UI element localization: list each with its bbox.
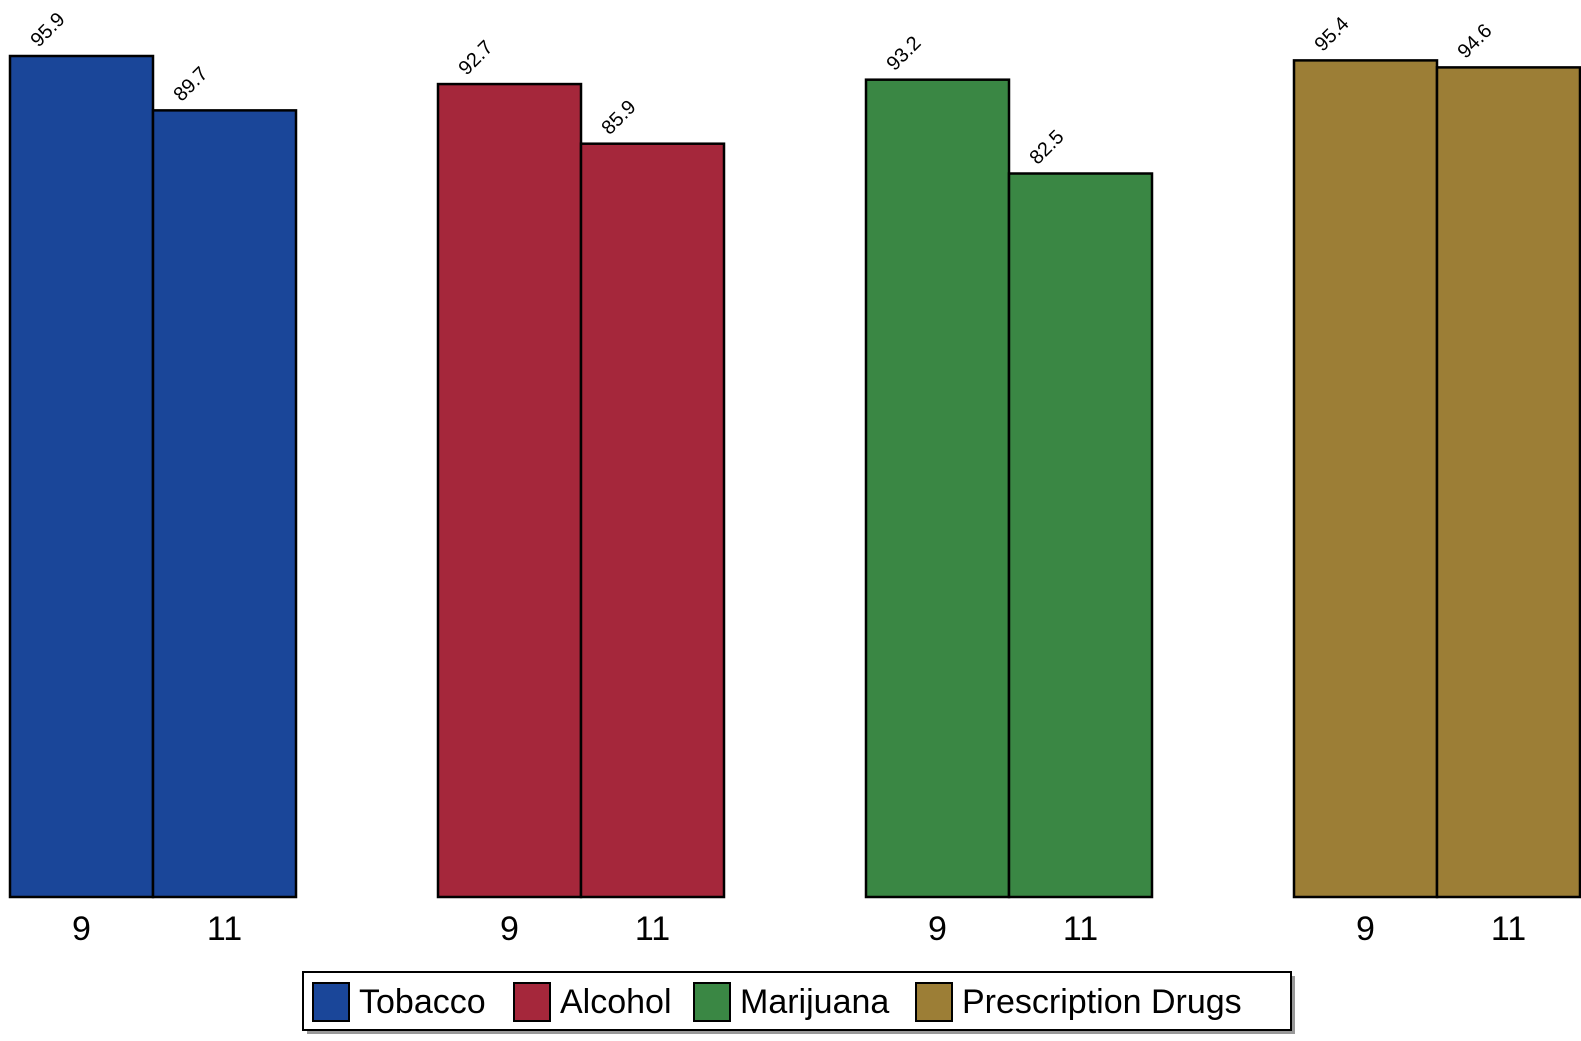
bar-alcohol-11 [579,142,726,899]
value-label-marijuana-11: 82.5 [1025,126,1068,169]
x-tick-label-tobacco-11: 11 [207,910,242,948]
bar-marijuana-11 [1007,172,1154,899]
x-tick-label-prescription-drugs-9: 9 [1356,910,1375,948]
x-tick-label-marijuana-9: 9 [928,910,947,948]
bar-prescription-drugs-11 [1435,66,1581,899]
value-label-prescription-drugs-11: 94.6 [1453,20,1496,63]
legend-label-tobacco: Tobacco [359,983,486,1021]
legend-swatch-prescription-drugs [915,982,953,1022]
legend-box [302,971,1292,1031]
x-tick-label-marijuana-11: 11 [1063,910,1098,948]
bar-tobacco-11 [151,109,298,899]
value-label-tobacco-9: 95.9 [26,8,69,51]
bar-alcohol-9 [436,82,583,899]
x-tick-label-alcohol-11: 11 [635,910,670,948]
legend-swatch-marijuana [693,982,731,1022]
value-label-prescription-drugs-9: 95.4 [1310,13,1353,56]
legend-swatch-alcohol [513,982,551,1022]
legend-label-alcohol: Alcohol [560,983,672,1021]
legend-swatch-tobacco [312,982,350,1022]
bar-prescription-drugs-9 [1292,59,1439,899]
legend-label-marijuana: Marijuana [740,983,889,1021]
legend-label-prescription-drugs: Prescription Drugs [962,983,1242,1021]
value-label-marijuana-9: 93.2 [882,32,925,75]
value-label-tobacco-11: 89.7 [169,63,212,106]
bar-marijuana-9 [864,78,1011,899]
bar-tobacco-9 [8,54,155,899]
tick-labels-layer: 9 11 9 11 9 11 9 11 [72,910,1526,948]
value-label-alcohol-9: 92.7 [454,37,497,80]
x-tick-label-prescription-drugs-11: 11 [1491,910,1526,948]
bars-layer [8,54,1581,899]
legend: Tobacco Alcohol Marijuana Prescription Drug… [302,971,1295,1034]
x-tick-label-alcohol-9: 9 [500,910,519,948]
x-tick-label-tobacco-9: 9 [72,910,91,948]
value-label-alcohol-11: 85.9 [597,96,640,139]
